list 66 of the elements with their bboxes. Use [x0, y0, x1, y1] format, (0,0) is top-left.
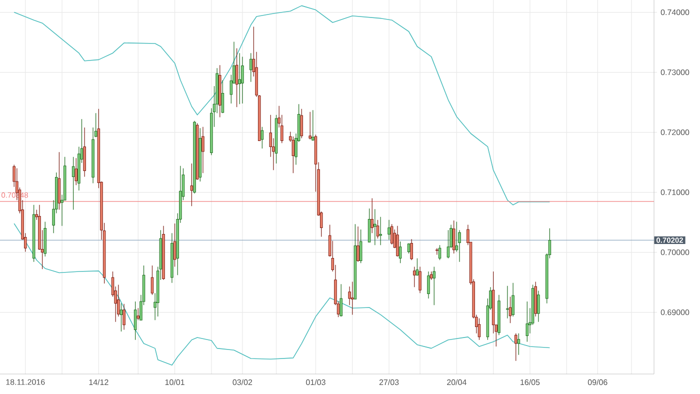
candlestick — [190, 163, 194, 206]
x-tick-label: 09/06 — [588, 379, 608, 386]
candlestick — [526, 301, 529, 342]
candlestick — [436, 248, 438, 256]
candlestick — [250, 52, 252, 82]
candlestick — [413, 266, 416, 288]
candlestick — [359, 229, 362, 264]
candlestick — [410, 238, 413, 260]
candlestick — [136, 308, 140, 320]
candlestick — [83, 127, 86, 178]
candlestick — [432, 266, 436, 306]
candlestick — [418, 266, 422, 294]
line-series — [14, 223, 550, 366]
y-tick-label: 0.69000 — [660, 309, 690, 316]
candlestick — [388, 220, 390, 240]
candlestick — [300, 108, 304, 139]
candlestick — [221, 80, 224, 114]
x-tick-label: 18.11.2016 — [6, 379, 45, 385]
y-tick-label: 0.72000 — [660, 129, 690, 136]
candlestick — [74, 158, 78, 186]
candlestick — [390, 224, 394, 245]
candlestick — [452, 220, 456, 254]
x-tick-label: 14/12 — [89, 379, 108, 386]
y-tick-label: 0.71000 — [660, 189, 690, 196]
candlestick — [173, 223, 176, 268]
candlestick — [235, 48, 238, 108]
candlestick — [396, 226, 399, 257]
candlestick — [370, 198, 374, 234]
candlestick — [150, 265, 154, 296]
candlestick — [351, 281, 354, 316]
candlestick — [356, 226, 360, 262]
candlestick — [260, 126, 264, 149]
x-tick-label: 16/05 — [520, 379, 540, 386]
candlestick — [308, 112, 312, 140]
candlestick — [72, 156, 75, 210]
x-tick-label: 20/04 — [447, 379, 466, 386]
candlestick — [508, 296, 512, 324]
candlestick — [202, 126, 204, 174]
candlestick — [478, 318, 481, 340]
candlestick — [514, 333, 518, 362]
candlestick — [122, 304, 126, 330]
y-tick-label: 0.74000 — [660, 9, 690, 16]
candlestick — [379, 216, 382, 246]
candlestick — [506, 286, 509, 319]
candlestick — [241, 56, 244, 104]
candlestick — [340, 284, 342, 317]
candlestick — [512, 282, 514, 317]
candlestick — [238, 52, 241, 104]
candlestick — [416, 258, 419, 276]
candlestick — [376, 220, 380, 239]
y-tick-label: 0.73000 — [660, 69, 690, 76]
candlestick — [398, 241, 402, 264]
candlestick — [134, 301, 137, 340]
candlestick — [438, 244, 442, 260]
x-tick-label: 01/03 — [306, 379, 326, 386]
x-tick-label: 10/01 — [165, 379, 184, 386]
x-tick-label: 27/03 — [379, 379, 399, 386]
candlestick — [120, 303, 123, 332]
candlestick — [312, 110, 314, 142]
candlestick — [368, 208, 371, 242]
candlestick — [537, 290, 540, 322]
candlestick — [517, 333, 520, 356]
y-tick-label: 0.70000 — [660, 249, 690, 256]
candlestick — [374, 208, 376, 246]
candlestick — [427, 271, 430, 299]
x-tick-label: 03/02 — [232, 379, 252, 386]
